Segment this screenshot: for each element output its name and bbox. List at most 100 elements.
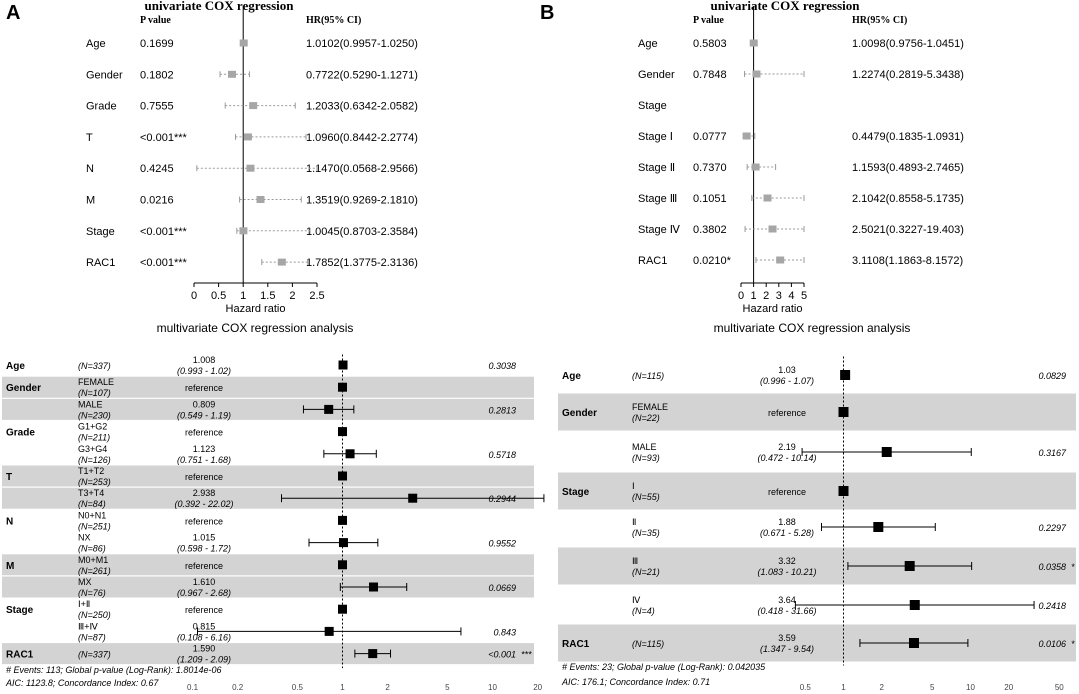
multi-b-footer-aic: AIC: 176.1; Concordance Index: 0.71 xyxy=(561,677,710,687)
uni-b-row-label: Stage Ⅲ xyxy=(638,193,677,205)
multi-a-row-p: 0.2944 xyxy=(488,494,516,504)
multi-a-row-reference: reference xyxy=(185,561,223,571)
multi-b-row-significance: * xyxy=(1071,562,1075,572)
uni-a-row-label: Gender xyxy=(86,69,123,81)
uni-b-row-label: RAC1 xyxy=(638,255,667,267)
uni-a-row-p: 0.4245 xyxy=(140,163,174,175)
multi-b-row-variable: RAC1 xyxy=(562,639,590,650)
multi-a-row-p: 0.2813 xyxy=(488,405,516,415)
multi-b-row-n: (N=35) xyxy=(632,528,660,538)
uni-a-hr-point xyxy=(239,39,248,47)
multi-a-row-p: 0.843 xyxy=(493,627,516,637)
uni-a-hr-point xyxy=(239,227,248,235)
multi-b-row-band xyxy=(558,624,1076,662)
multi-a-row-n: (N=107) xyxy=(78,388,111,398)
uni-b-row-hr: 2.5021(0.3227-19.403) xyxy=(852,224,964,236)
multi-a-row-p: 0.9552 xyxy=(488,539,516,549)
multi-a-x-tick-label: 0.2 xyxy=(232,683,244,692)
uni-a-row-hr: 1.7852(1.3775-2.3136) xyxy=(306,257,418,269)
multi-a-row-variable: Gender xyxy=(6,383,41,394)
uni-b-x-tick-label: 5 xyxy=(801,290,807,302)
multi-b-x-tick-label: 2 xyxy=(880,683,885,692)
uni-a-row-label: Age xyxy=(86,38,106,50)
multi-a-hr-point xyxy=(324,626,334,636)
multi-a-row-level: N0+N1 xyxy=(78,510,106,520)
uni-b-hr-point xyxy=(751,163,760,171)
multi-a-row-p: <0.001 xyxy=(488,650,516,660)
uni-a-row-p: 0.1802 xyxy=(140,69,174,81)
multi-a-hr-point xyxy=(338,538,348,548)
multi-a-row-level: Ⅲ+Ⅳ xyxy=(78,621,98,631)
uni-a-row-hr: 1.2033(0.6342-2.0582) xyxy=(306,101,418,113)
multi-a-hr-point xyxy=(338,360,348,370)
multi-b-hr-point xyxy=(909,600,920,610)
multi-a-row-level: G3+G4 xyxy=(78,444,107,454)
multi-a-row-ci: (0.598 - 1.72) xyxy=(177,544,231,554)
uni-a-x-tick-label: 2.5 xyxy=(309,290,324,302)
multi-a-row-level: MX xyxy=(78,577,92,587)
multi-b-row-level: MALE xyxy=(632,442,657,452)
uni-a-col-hr-header: HR(95% CI) xyxy=(306,15,361,26)
uni-b-row-label: Stage Ⅱ xyxy=(638,162,675,174)
multi-b-row-ci: (1.347 - 9.54) xyxy=(760,644,814,654)
multi-a-x-tick-label: 2 xyxy=(385,683,390,692)
multi-b-row-n: (N=22) xyxy=(632,413,660,423)
multi-a-row-hr: 1.123 xyxy=(193,444,216,454)
multi-a-x-tick-label: 0.5 xyxy=(292,683,304,692)
uni-b-row-hr: 1.0098(0.9756-1.0451) xyxy=(852,38,964,50)
uni-b-row-p: 0.1051 xyxy=(693,193,727,205)
uni-a-row-label: N xyxy=(86,163,94,175)
multi-a-hr-point xyxy=(368,649,378,659)
multi-b-row-ci: (0.472 - 10.14) xyxy=(757,453,816,463)
multi-a-row-ci: (0.993 - 1.02) xyxy=(177,366,231,376)
multi-b-row-band xyxy=(558,547,1076,585)
uni-b-row-p: 0.0210* xyxy=(693,255,732,267)
multi-b-x-tick-label: 10 xyxy=(966,683,975,692)
multi-a-hr-point xyxy=(369,582,379,592)
multi-a-row-n: (N=87) xyxy=(78,632,106,642)
uni-b-hr-point xyxy=(752,70,761,78)
uni-a-x-tick-label: 2 xyxy=(289,290,295,302)
uni-b-row-p: 0.3802 xyxy=(693,224,727,236)
multi-b-row-level: Ⅱ xyxy=(632,517,636,527)
multi-a-x-tick-label: 10 xyxy=(488,683,497,692)
uni-a-row-label: M xyxy=(86,195,95,207)
multi-a-row-level: T1+T2 xyxy=(78,466,104,476)
multi-b-row-band xyxy=(558,472,1076,510)
multi-a-row-band xyxy=(2,554,534,576)
uni-b-hr-point xyxy=(768,225,777,233)
multi-a-hr-point xyxy=(324,404,334,414)
uni-b-row-label: Stage xyxy=(638,100,667,112)
uni-a-row-p: <0.001*** xyxy=(140,132,188,144)
multi-a-footer-events: # Events: 113; Global p-value (Log-Rank)… xyxy=(6,665,221,675)
uni-a-row-p: <0.001*** xyxy=(140,226,188,238)
multi-a-x-tick-label: 5 xyxy=(445,683,450,692)
multi-b-hr-point xyxy=(873,522,884,532)
multi-b-row-hr: 1.03 xyxy=(778,365,796,375)
multi-b-row-hr: 2.19 xyxy=(778,442,796,452)
multi-a-row-reference: reference xyxy=(185,605,223,615)
multi-b-x-tick-label: 5 xyxy=(930,683,935,692)
multi-b-row-hr: 3.59 xyxy=(778,633,796,643)
panel-b-letter: B xyxy=(540,2,554,24)
multi-a-row-ci: (0.967 - 2.68) xyxy=(177,588,231,598)
uni-b-row-hr: 0.4479(0.1835-1.0931) xyxy=(852,131,964,143)
uni-a-x-tick-label: 1 xyxy=(240,290,246,302)
uni-a-col-p-header: P value xyxy=(140,15,171,26)
uni-b-x-axis-label: Hazard ratio xyxy=(743,303,803,315)
multi-b-row-variable: Stage xyxy=(562,487,590,498)
multi-a-hr-point xyxy=(338,560,347,570)
multi-b-row-ci: (0.418 - 31.66) xyxy=(757,606,816,616)
multi-b-x-tick-label: 20 xyxy=(1004,683,1013,692)
multi-a-row-n: (N=126) xyxy=(78,455,111,465)
uni-a-row-label: Stage xyxy=(86,226,115,238)
uni-b-row-hr: 1.1593(0.4893-2.7465) xyxy=(852,162,964,174)
multi-a-x-tick-label: 20 xyxy=(533,683,542,692)
uni-a-row-p: <0.001*** xyxy=(140,257,188,269)
uni-a-hr-point xyxy=(256,196,265,203)
multi-b-row-n: (N=55) xyxy=(632,492,660,502)
multi-a-row-n: (N=337) xyxy=(78,361,111,371)
uni-b-title: univariate COX regression xyxy=(710,0,860,13)
multi-b-hr-point xyxy=(904,561,915,571)
multi-a-row-level: M0+M1 xyxy=(78,555,108,565)
